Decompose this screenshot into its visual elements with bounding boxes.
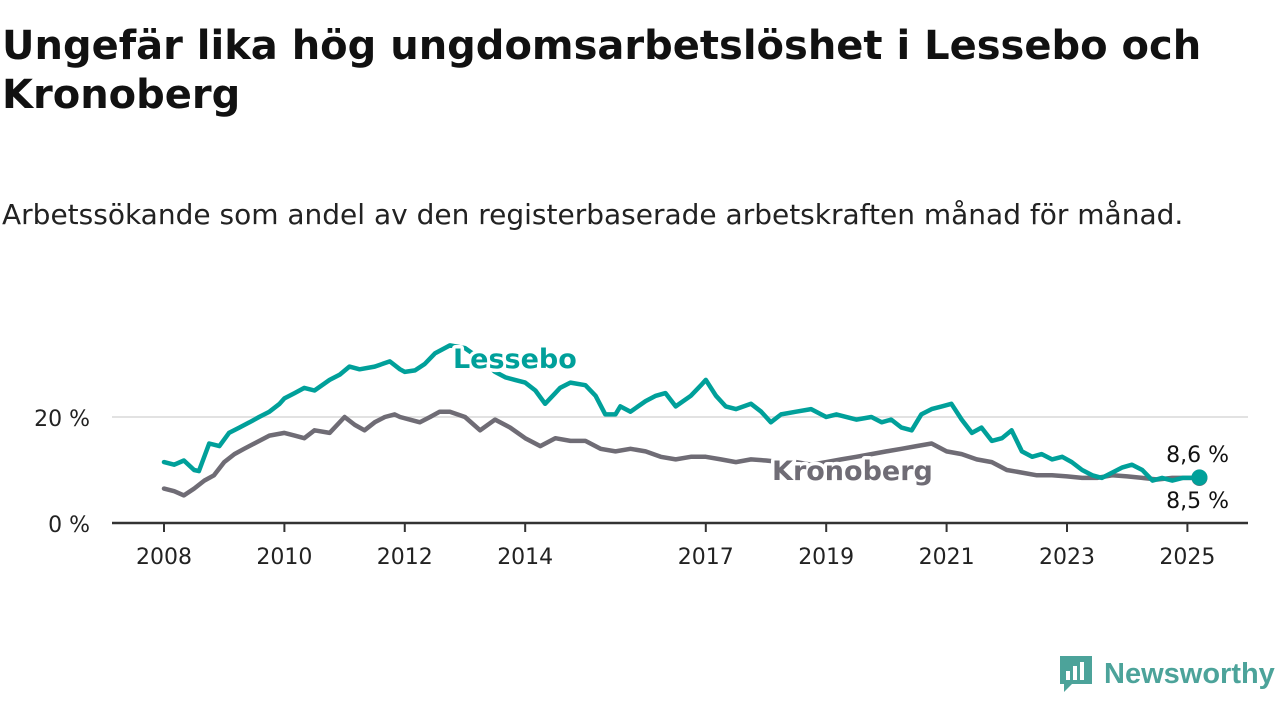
y-tick-label: 0 % [48,513,90,538]
x-tick-label: 2008 [136,545,192,570]
series-label-kronoberg: Kronoberg [772,456,933,487]
end-value-label-lessebo-halo: 8,6 % [1166,443,1229,468]
newsworthy-logo-icon [1060,656,1092,692]
series-label-kronoberg-halo: Kronoberg [772,456,933,487]
x-tick-label: 2021 [919,545,975,570]
x-tick-label: 2017 [678,545,734,570]
series-endpoint-lessebo [1191,469,1208,486]
series-label-lessebo: Lessebo [453,344,577,375]
end-value-label-kronoberg-halo: 8,5 % [1166,489,1229,514]
chart-title: Ungefär lika hög ungdomsarbetslöshet i L… [2,23,1202,118]
series-label-lessebo-halo: Lessebo [453,344,577,375]
grid-lines: 0 % 20 % [34,407,1248,538]
end-value-label-lessebo: 8,6 % [1166,443,1229,468]
series-line-lessebo [161,343,1202,483]
x-tick-label: 2025 [1159,545,1215,570]
y-tick-label: 20 % [34,407,90,432]
end-value-label-kronoberg: 8,5 % [1166,489,1229,514]
x-axis: 2008 2010 2012 2014 2017 2019 2021 2023 2025 [112,521,1248,570]
chart-subtitle: Arbetssökande som andel av den registerb… [2,198,1184,231]
x-tick-label: 2023 [1039,545,1095,570]
newsworthy-brand: Newsworthy [1058,654,1275,694]
brand-name: Newsworthy [1104,657,1275,690]
x-tick-label: 2019 [798,545,854,570]
x-tick-label: 2012 [377,545,433,570]
x-tick-label: 2014 [497,545,553,570]
series-line-kronoberg [161,409,1202,498]
x-tick-label: 2010 [256,545,312,570]
series-lines [161,343,1208,498]
